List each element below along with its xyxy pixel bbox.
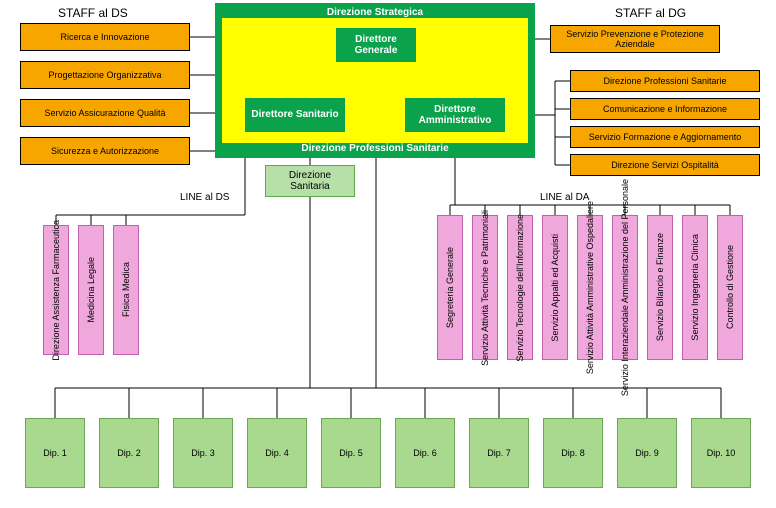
label-staff-ds: STAFF al DS	[58, 6, 128, 20]
staff-dg-2: Servizio Formazione e Aggiornamento	[570, 126, 760, 148]
dip-9: Dip. 9	[617, 418, 677, 488]
line-da-7: Servizio Ingegneria Clinica	[682, 215, 708, 360]
label-line-ds: LINE al DS	[180, 192, 229, 203]
line-ds-0: Direzione Assistenza Farmaceutica	[43, 225, 69, 355]
strat-top-label: Direzione Strategica	[218, 7, 532, 18]
label-staff-dg: STAFF al DG	[615, 6, 686, 20]
dip-4: Dip. 4	[247, 418, 307, 488]
line-da-8: Controllo di Gestione	[717, 215, 743, 360]
dip-1: Dip. 1	[25, 418, 85, 488]
dip-7: Dip. 7	[469, 418, 529, 488]
direzione-sanitaria: Direzione Sanitaria	[265, 165, 355, 197]
dip-5: Dip. 5	[321, 418, 381, 488]
staff-dg-0: Direzione Professioni Sanitarie	[570, 70, 760, 92]
staff-ds-2: Servizio Assicurazione Qualità	[20, 99, 190, 127]
staff-ds-3: Sicurezza e Autorizzazione	[20, 137, 190, 165]
staff-ds-0: Ricerca e Innovazione	[20, 23, 190, 51]
line-ds-2: Fisica Medica	[113, 225, 139, 355]
label-line-da: LINE al DA	[540, 192, 589, 203]
direttore-amministrativo: Direttore Amministrativo	[405, 98, 505, 132]
line-da-6: Servizio Bilancio e Finanze	[647, 215, 673, 360]
line-ds-1: Medicina Legale	[78, 225, 104, 355]
line-da-2: Servizio Tecnologie dell'Informazione	[507, 215, 533, 360]
direttore-generale: Direttore Generale	[336, 28, 416, 62]
staff-dg-1: Comunicazione e Informazione	[570, 98, 760, 120]
line-da-5: Servizio Interaziendale Amministrazione …	[612, 215, 638, 360]
dip-3: Dip. 3	[173, 418, 233, 488]
line-da-1: Servizio Attività Tecniche e Patrimonial…	[472, 215, 498, 360]
staff-dg-prevenzione: Servizio Prevenzione e Protezione Aziend…	[550, 25, 720, 53]
strat-bottom-label: Direzione Professioni Sanitarie	[218, 143, 532, 154]
dip-6: Dip. 6	[395, 418, 455, 488]
dip-10: Dip. 10	[691, 418, 751, 488]
staff-ds-1: Progettazione Organizzativa	[20, 61, 190, 89]
line-da-4: Servizio Attività Amministrative Ospedal…	[577, 215, 603, 360]
line-da-3: Servizio Appalti ed Acquisti	[542, 215, 568, 360]
dip-2: Dip. 2	[99, 418, 159, 488]
staff-dg-3: Direzione Servizi Ospitalità	[570, 154, 760, 176]
dip-8: Dip. 8	[543, 418, 603, 488]
line-da-0: Segreteria Generale	[437, 215, 463, 360]
direttore-sanitario: Direttore Sanitario	[245, 98, 345, 132]
